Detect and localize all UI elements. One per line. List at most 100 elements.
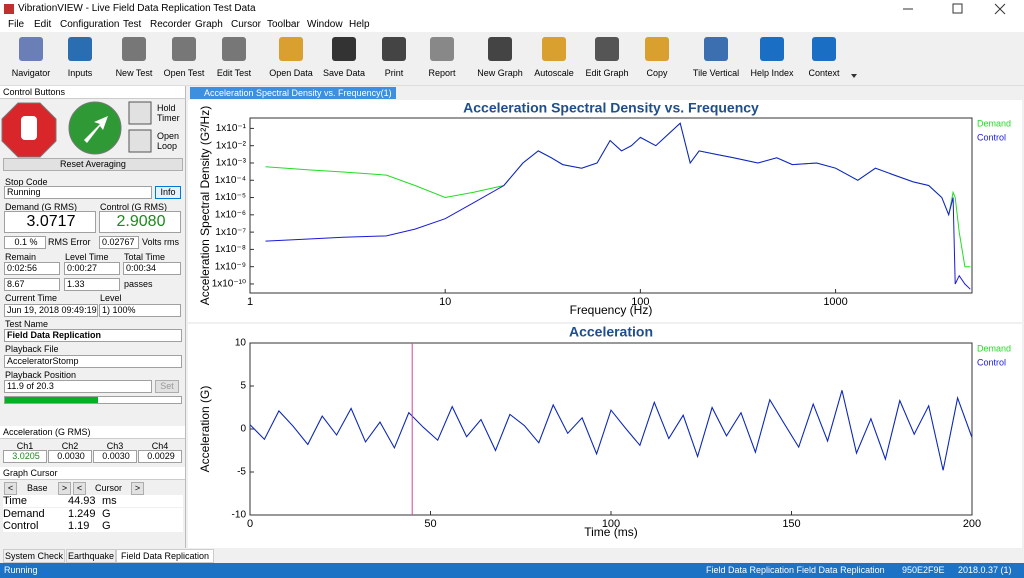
y-tick-label: 1x10⁻¹ — [216, 123, 247, 134]
toolbar-button-label[interactable]: Save Data — [322, 68, 366, 78]
menu-item[interactable]: Cursor — [231, 19, 262, 30]
demand-label: Demand (G RMS) — [5, 202, 78, 212]
toolbar-button-label[interactable]: Context — [808, 68, 840, 78]
toolbar-button-label[interactable]: Open Test — [163, 68, 205, 78]
status-text: Running — [4, 565, 38, 575]
x-axis-label: Frequency (Hz) — [570, 303, 653, 317]
y-tick-label: 1x10⁻⁹ — [215, 261, 246, 272]
toolbar-icon[interactable] — [704, 37, 728, 61]
toolbar-icon[interactable] — [488, 37, 512, 61]
toolbar-button-label[interactable]: Autoscale — [534, 68, 574, 78]
sheet-tab[interactable]: Earthquake — [66, 549, 116, 563]
volts: 0.02767 — [99, 236, 139, 249]
y-tick-label: 0 — [240, 424, 246, 435]
set-button[interactable]: Set — [155, 380, 179, 393]
toolbar-button-label[interactable]: Edit Test — [216, 68, 252, 78]
toolbar-overflow[interactable] — [851, 74, 857, 78]
legend-entry[interactable]: Control — [977, 132, 1006, 142]
toolbar-button-label[interactable]: Edit Graph — [585, 68, 629, 78]
plot-frame — [249, 342, 973, 516]
loop-label: Loop — [157, 141, 178, 151]
toolbar-button-label[interactable]: Tile Vertical — [692, 68, 740, 78]
sheet-tab[interactable]: Field Data Replication — [116, 549, 214, 563]
legend-entry[interactable]: Demand — [977, 343, 1011, 353]
menu-item[interactable]: Window — [307, 19, 343, 30]
current-time: Jun 19, 2018 09:49:19 — [4, 304, 98, 317]
next-cursor-button[interactable]: > — [131, 482, 144, 495]
hold-timer-checkbox[interactable] — [128, 101, 152, 125]
y-tick-label: 10 — [235, 338, 247, 349]
toolbar-button-label[interactable]: Navigator — [11, 68, 51, 78]
toolbar-icon[interactable] — [760, 37, 784, 61]
menu-item[interactable]: Help — [349, 19, 370, 30]
toolbar-icon[interactable] — [19, 37, 43, 61]
base-label: Base — [27, 483, 48, 493]
y-tick-label: 1x10⁻⁵ — [215, 192, 246, 203]
cursor-row-unit: G — [102, 507, 111, 520]
x-tick-label: 50 — [424, 518, 436, 530]
series-line — [265, 122, 971, 290]
toolbar-icon[interactable] — [542, 37, 566, 61]
current-time-label: Current Time — [5, 293, 58, 303]
graph-tab[interactable]: Acceleration Spectral Density vs. Freque… — [190, 87, 396, 99]
toolbar-button-label[interactable]: Print — [384, 68, 404, 78]
menu-item[interactable]: Test — [123, 19, 142, 30]
reset-averaging-button[interactable]: Reset Averaging — [3, 158, 183, 171]
toolbar-icon[interactable] — [222, 37, 246, 61]
legend-entry[interactable]: Demand — [977, 118, 1011, 128]
cursor-label: Cursor — [95, 483, 123, 493]
toolbar-icon[interactable] — [332, 37, 356, 61]
open-label: Open — [157, 131, 180, 141]
menu-item[interactable]: Toolbar — [267, 19, 300, 30]
panel-header — [0, 426, 185, 439]
menu-item[interactable]: Configuration — [60, 19, 120, 30]
graph-cursor-title: Graph Cursor — [3, 468, 58, 478]
menu-item[interactable]: Recorder — [150, 19, 192, 30]
rms-error-label: RMS Error — [48, 237, 91, 247]
level-passes: 1.33 — [64, 278, 120, 291]
maximize-icon[interactable] — [952, 3, 963, 14]
channels-title: Acceleration (G RMS) — [3, 427, 91, 437]
sheet-tab[interactable]: System Check — [3, 549, 65, 563]
remain-passes: 8.67 — [4, 278, 60, 291]
toolbar-icon[interactable] — [430, 37, 454, 61]
legend-entry[interactable]: Control — [977, 357, 1006, 367]
menu-item[interactable]: File — [8, 19, 25, 30]
start-button[interactable] — [68, 101, 122, 155]
cursor-row-value: 44.93 — [68, 495, 96, 507]
close-icon[interactable] — [994, 3, 1006, 15]
toolbar-icon[interactable] — [68, 37, 92, 61]
open-loop-checkbox[interactable] — [128, 129, 152, 153]
toolbar-button-label[interactable]: New Graph — [477, 68, 523, 78]
panel-title: Control Buttons — [3, 87, 66, 97]
y-tick-label: 1x10⁻³ — [216, 158, 247, 169]
prev-cursor-button[interactable]: < — [73, 482, 86, 495]
menu-item[interactable]: Edit — [34, 19, 52, 30]
y-tick-label: -10 — [232, 510, 247, 521]
toolbar-button-label[interactable]: Inputs — [67, 68, 93, 78]
total-time-label: Total Time — [124, 252, 166, 262]
toolbar-button-label[interactable]: New Test — [115, 68, 153, 78]
toolbar-icon[interactable] — [645, 37, 669, 61]
toolbar-icon[interactable] — [812, 37, 836, 61]
test-name: Field Data Replication — [4, 329, 182, 342]
prev-base-button[interactable]: < — [4, 482, 17, 495]
toolbar-icon[interactable] — [382, 37, 406, 61]
toolbar-icon[interactable] — [595, 37, 619, 61]
toolbar-button-label[interactable]: Copy — [646, 68, 668, 78]
x-tick-label: 0 — [247, 518, 253, 530]
toolbar-button-label[interactable]: Help Index — [750, 68, 794, 78]
cursor-row-label: Demand — [3, 507, 183, 520]
toolbar-icon[interactable] — [279, 37, 303, 61]
info-button[interactable]: Info — [155, 186, 181, 199]
y-tick-label: 1x10⁻⁷ — [215, 227, 246, 238]
next-base-button[interactable]: > — [58, 482, 71, 495]
toolbar-button-label[interactable]: Open Data — [269, 68, 313, 78]
asd-chart: Acceleration Spectral Density vs. Freque… — [188, 100, 1022, 322]
toolbar-button-label[interactable]: Report — [428, 68, 456, 78]
total-time: 0:00:34 — [123, 262, 181, 275]
toolbar-icon[interactable] — [122, 37, 146, 61]
menu-item[interactable]: Graph — [195, 19, 223, 30]
chart-title: Acceleration Spectral Density vs. Freque… — [463, 100, 759, 116]
toolbar-icon[interactable] — [172, 37, 196, 61]
